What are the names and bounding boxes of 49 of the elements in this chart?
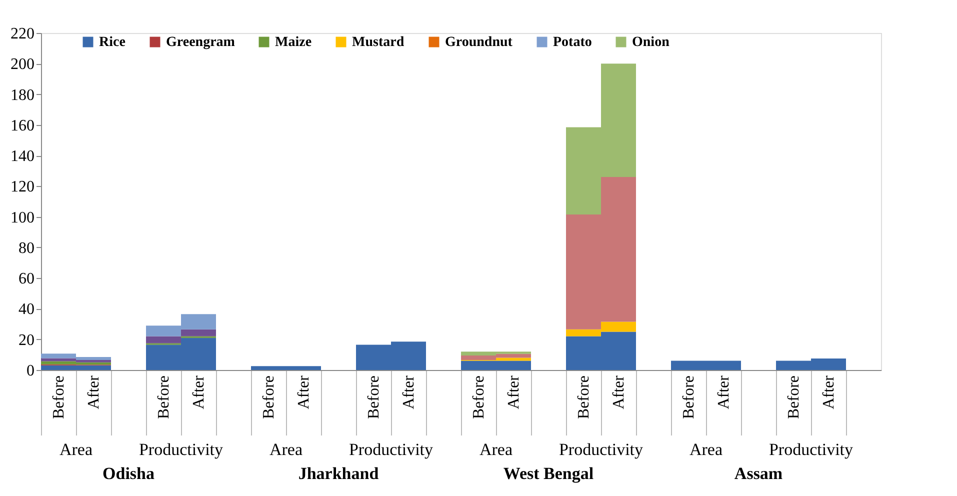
x-tick-label: After [296,374,312,410]
text: Productivity [558,440,644,459]
x-tick-label: Before [260,376,278,420]
x-tick-label: Before [50,376,68,420]
x-tick-label: After [820,374,838,410]
legend-label: Potato [553,35,592,50]
text: Jharkhand [298,464,380,483]
text: Area [479,440,513,459]
y-tick-label: 60 [18,270,34,288]
legend-label: Onion [632,35,670,50]
x-tick-label: After [716,374,732,410]
x-tick-label: After [190,374,208,410]
y-tick-label: 100 [10,209,34,226]
y-tick-label: 20 [18,332,34,349]
y-tick-label: 40 [18,301,34,318]
legend-label: Maize [275,35,312,50]
y-tick-label: 80 [18,240,34,257]
x-tick-label: After [400,374,418,410]
x-tick-label: After [506,374,522,410]
x-tick-label: Before [156,376,172,420]
text: Productivity [768,440,854,459]
y-tick-label: 180 [10,86,34,104]
text: West Bengal [503,464,594,483]
bar [146,336,181,344]
text: Productivity [348,440,434,459]
y-tick-label: 120 [10,178,34,196]
text: Odisha [102,464,155,483]
text: Assam [734,464,783,483]
legend-label: Greengram [166,35,236,50]
y-tick-label: 160 [10,117,34,134]
bar [181,329,216,336]
x-tick-label: Before [576,376,592,420]
y-tick-label: 220 [10,26,34,42]
x-tick-label: After [86,374,102,410]
y-tick-label: 200 [10,56,34,74]
text: Area [689,440,723,459]
y-tick-label: 0 [26,362,34,380]
x-tick-label: Before [680,376,698,420]
x-tick-label: Before [786,376,802,420]
x-tick-label: After [610,374,628,410]
legend-label: Groundnut [445,35,513,50]
x-tick-label: Before [470,376,488,420]
legend-label: Rice [99,35,126,50]
x-tick-label: Before [366,376,382,420]
text: Area [59,440,93,459]
text: Area [269,440,303,459]
y-tick-label: 140 [10,148,34,166]
legend-label: Mustard [352,35,404,50]
text: Productivity [138,440,224,459]
